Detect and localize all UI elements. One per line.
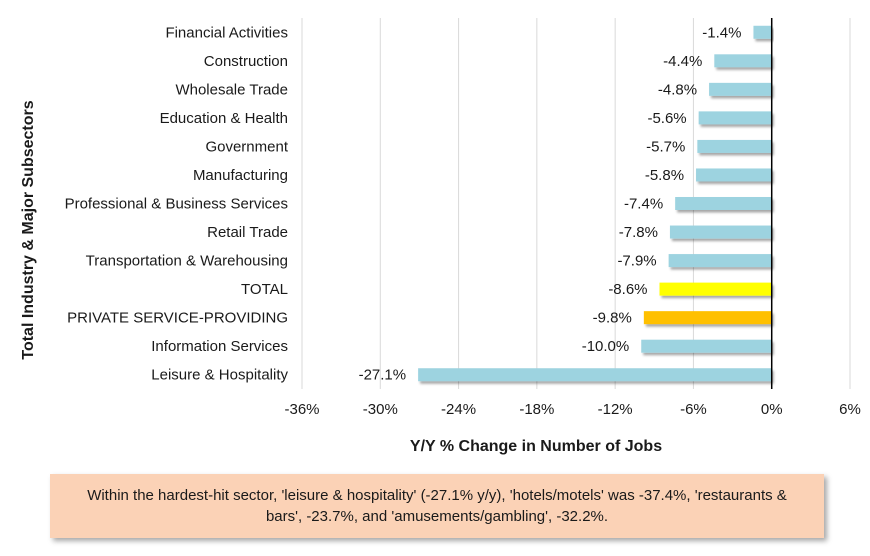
bar-chart: -36% -30% -24% -18% -12% -6% 0% 6% Financial Act…	[20, 18, 861, 455]
category-label: TOTAL	[241, 281, 288, 298]
data-label: -27.1%	[359, 367, 407, 384]
category-label: Professional & Business Services	[65, 196, 288, 213]
category-label: Leisure & Hospitality	[151, 367, 288, 384]
data-label: -8.6%	[608, 281, 647, 298]
x-tick-label: 0%	[761, 401, 783, 418]
x-tick-label: -6%	[680, 401, 707, 418]
bar	[753, 25, 772, 39]
bar	[698, 111, 772, 125]
data-label: -5.7%	[646, 138, 685, 155]
data-label: -5.6%	[647, 110, 686, 127]
bar	[641, 339, 772, 353]
bar	[709, 82, 772, 96]
x-tick-label: -12%	[598, 401, 633, 418]
x-tick-label: -24%	[441, 401, 476, 418]
annotation-note: Within the hardest-hit sector, 'leisure …	[50, 474, 824, 538]
bar	[675, 197, 772, 210]
category-label: Government	[205, 138, 288, 155]
x-tick-label: -30%	[363, 401, 398, 418]
category-label: Education & Health	[160, 110, 288, 127]
bar	[669, 225, 772, 239]
category-label: Financial Activities	[165, 24, 288, 41]
data-label: -10.0%	[582, 338, 630, 355]
bar	[697, 139, 772, 153]
bar	[643, 311, 772, 325]
data-label: -9.8%	[593, 310, 632, 327]
category-label: PRIVATE SERVICE-PROVIDING	[67, 310, 288, 327]
y-axis-title: Total Industry & Major Subsectors	[20, 100, 37, 359]
category-label: Manufacturing	[193, 167, 288, 184]
data-label: -4.8%	[658, 81, 697, 98]
data-label: -4.4%	[663, 53, 702, 70]
data-label: -7.8%	[619, 224, 658, 241]
category-label: Construction	[204, 53, 288, 70]
bar	[418, 368, 772, 382]
data-label: -7.9%	[617, 253, 656, 270]
bar	[668, 254, 772, 268]
x-tick-label: 6%	[839, 401, 861, 418]
data-label: -5.8%	[645, 167, 684, 184]
bars	[418, 25, 772, 382]
data-label: -1.4%	[702, 24, 741, 41]
data-label: -7.4%	[624, 196, 663, 213]
x-tick-label: -18%	[519, 401, 554, 418]
x-axis-title: Y/Y % Change in Number of Jobs	[410, 438, 662, 455]
x-tick-label: -36%	[284, 401, 319, 418]
bar	[714, 54, 772, 68]
bar	[696, 168, 772, 182]
category-label: Retail Trade	[207, 224, 288, 241]
category-label: Wholesale Trade	[175, 81, 288, 98]
category-label: Transportation & Warehousing	[86, 253, 288, 270]
bar	[659, 282, 772, 296]
labels: -36% -30% -24% -18% -12% -6% 0% 6% Financial Act…	[65, 24, 861, 418]
category-label: Information Services	[151, 338, 288, 355]
